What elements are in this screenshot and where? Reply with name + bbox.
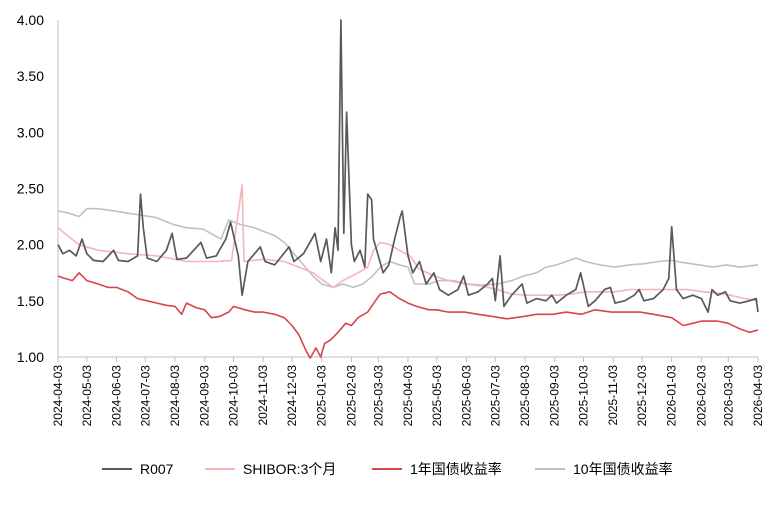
x-tick-label: 2026-01-03 <box>665 365 679 427</box>
legend-label: 1年国债收益率 <box>410 461 502 477</box>
y-tick-label: 3.00 <box>17 124 44 140</box>
x-tick-label: 2025-06-03 <box>459 365 473 427</box>
x-tick-label: 2025-07-03 <box>488 365 502 427</box>
x-tick-label: 2024-06-03 <box>109 365 123 427</box>
legend-label: R007 <box>140 461 174 477</box>
x-tick-label: 2024-09-03 <box>198 365 212 427</box>
axes: 1.00 1.50 2.00 2.50 3.00 3.50 4.00 2024-04-03 20… <box>17 12 765 426</box>
y-tick-label: 2.00 <box>17 237 44 253</box>
series-line-0 <box>57 19 759 313</box>
series-lines <box>57 19 759 359</box>
x-tick-label: 2024-11-03 <box>256 365 270 426</box>
x-tick-label: 2025-09-03 <box>548 365 562 427</box>
y-tick-label: 1.00 <box>17 349 44 365</box>
x-tick-label: 2025-03-03 <box>371 365 385 427</box>
x-tick-label: 2024-07-03 <box>138 365 152 427</box>
x-tick-label: 2025-02-03 <box>344 365 358 427</box>
x-tick-label: 2025-01-03 <box>315 365 329 427</box>
y-tick-label: 4.00 <box>17 12 44 28</box>
x-tick-label: 2026-02-03 <box>694 365 708 427</box>
series-line-2 <box>57 271 759 359</box>
x-tick-label: 2025-08-03 <box>518 365 532 427</box>
legend: R007 SHIBOR:3个月 1年国债收益率 10年国债收益率 <box>102 461 673 477</box>
x-tick-label: 2026-04-03 <box>751 365 765 427</box>
x-tick-label: 2024-12-03 <box>285 365 299 427</box>
series-line-3 <box>57 207 759 289</box>
x-tick-label: 2025-05-03 <box>430 365 444 427</box>
x-tick-label: 2025-04-03 <box>401 365 415 427</box>
x-tick-label: 2025-10-03 <box>576 365 590 427</box>
x-tick-label: 2026-03-03 <box>721 365 735 427</box>
x-tick-label: 2024-04-03 <box>51 365 65 427</box>
series-line-1 <box>57 184 759 302</box>
x-tick-label: 2025-12-03 <box>635 365 649 427</box>
x-tick-label: 2024-10-03 <box>226 365 240 427</box>
legend-label: 10年国债收益率 <box>573 461 673 477</box>
x-tick-label: 2024-08-03 <box>168 365 182 427</box>
y-tick-label: 3.50 <box>17 68 44 84</box>
y-tick-label: 2.50 <box>17 181 44 197</box>
y-tick-label: 1.50 <box>17 293 44 309</box>
x-tick-label: 2025-11-03 <box>606 365 620 426</box>
x-tick-label: 2024-05-03 <box>80 365 94 427</box>
legend-label: SHIBOR:3个月 <box>243 461 336 477</box>
